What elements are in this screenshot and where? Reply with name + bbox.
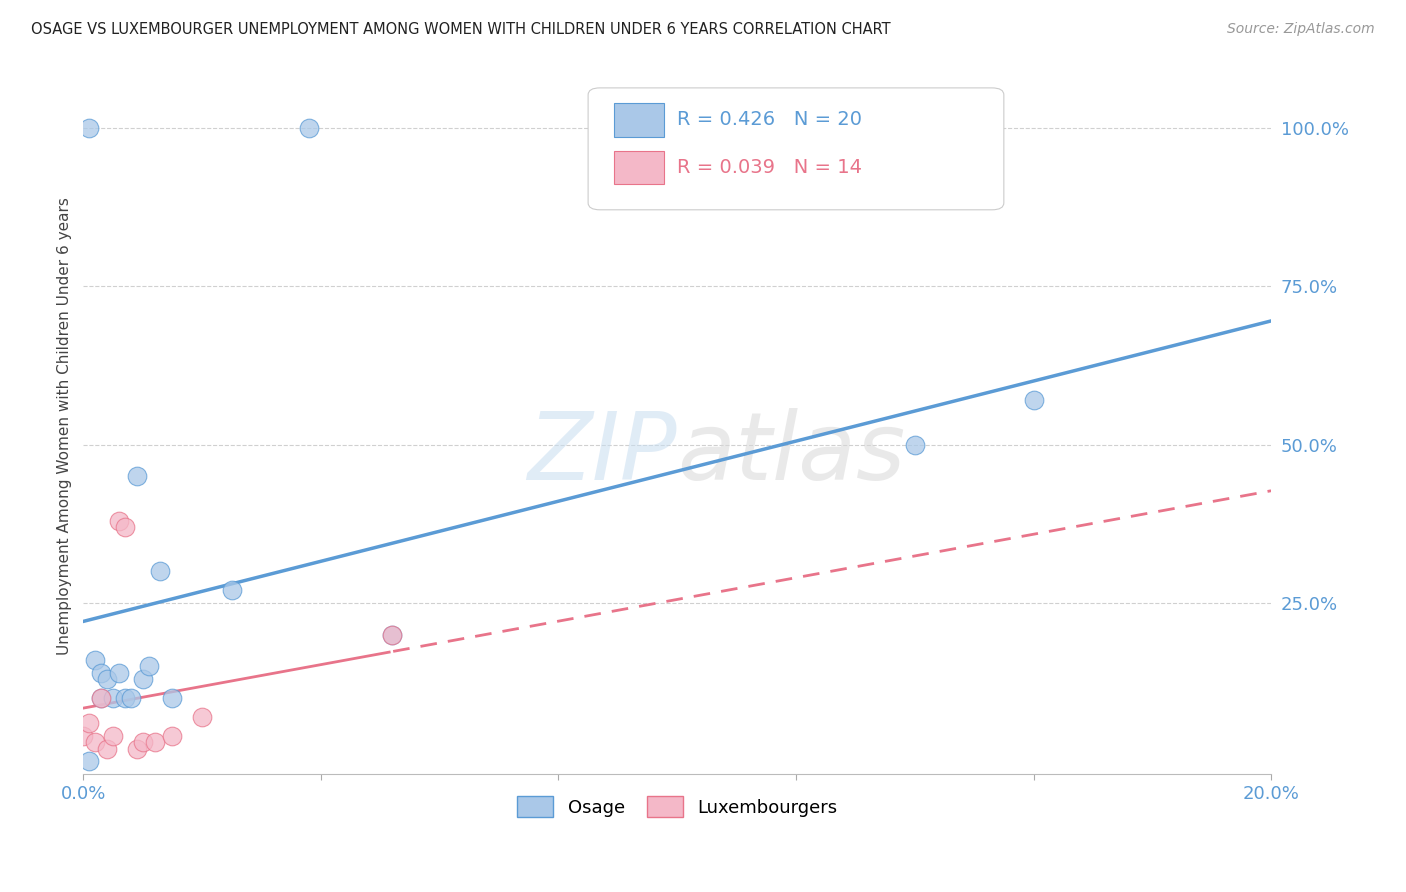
Text: atlas: atlas [678,409,905,500]
Point [84,653,107,667]
Point [77,121,100,136]
Point [84,735,107,749]
Point [96,672,118,686]
Point [143,735,166,749]
Point [138,659,160,673]
FancyBboxPatch shape [614,103,664,136]
Point [1022,393,1045,408]
Text: Source: ZipAtlas.com: Source: ZipAtlas.com [1227,22,1375,37]
Point [90,665,112,680]
Point [298,121,321,136]
Point [381,628,404,642]
Point [120,691,142,706]
Point [96,741,118,756]
Text: R = 0.426   N = 20: R = 0.426 N = 20 [678,111,862,129]
Point [114,520,136,534]
Point [125,469,148,483]
Y-axis label: Unemployment Among Women with Children Under 6 years: Unemployment Among Women with Children U… [58,197,72,655]
Point [90,691,112,706]
Point [101,729,124,743]
Point [114,691,136,706]
Point [381,628,404,642]
Point [77,716,100,731]
Point [72,729,94,743]
Point [162,729,184,743]
FancyBboxPatch shape [614,151,664,184]
Point [108,665,131,680]
FancyBboxPatch shape [588,88,1004,210]
Point [131,735,153,749]
Point [101,691,124,706]
Point [108,514,131,528]
Point [191,710,214,724]
Point [77,755,100,769]
Point [904,438,927,452]
Point [90,691,112,706]
Legend: Osage, Luxembourgers: Osage, Luxembourgers [510,789,845,824]
Point [162,691,184,706]
Point [221,583,243,598]
Point [131,672,153,686]
Point [125,741,148,756]
Text: R = 0.039   N = 14: R = 0.039 N = 14 [678,158,862,177]
Text: ZIP: ZIP [527,409,678,500]
Text: OSAGE VS LUXEMBOURGER UNEMPLOYMENT AMONG WOMEN WITH CHILDREN UNDER 6 YEARS CORRE: OSAGE VS LUXEMBOURGER UNEMPLOYMENT AMONG… [31,22,890,37]
Point [149,565,172,579]
